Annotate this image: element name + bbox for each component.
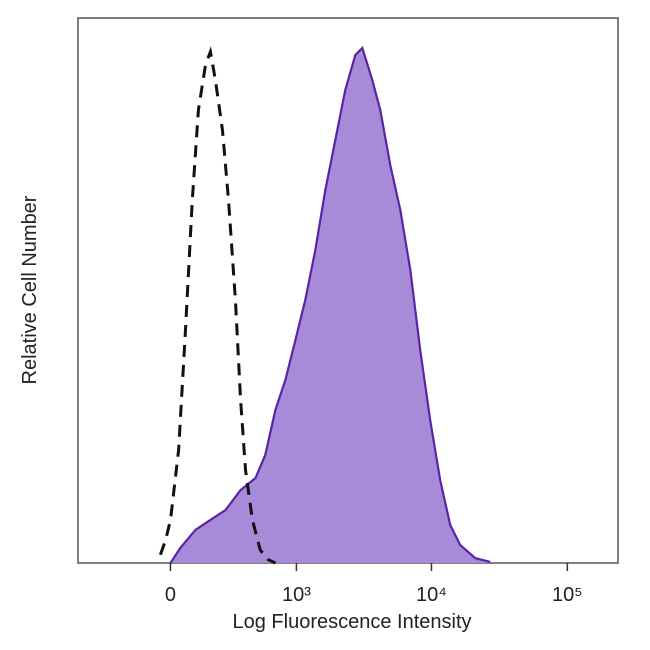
x-tick-label: 10³ <box>282 584 311 606</box>
x-tick-label: 10⁵ <box>552 584 583 606</box>
histogram-area <box>170 48 491 563</box>
y-axis-title: Relative Cell Number <box>19 195 41 384</box>
histogram-line <box>169 45 491 564</box>
x-axis-title: Log Fluorescence Intensity <box>232 611 471 633</box>
histogram-line <box>158 46 277 565</box>
x-tick-label: 10⁴ <box>416 584 447 606</box>
x-tick-label: 0 <box>165 584 176 606</box>
